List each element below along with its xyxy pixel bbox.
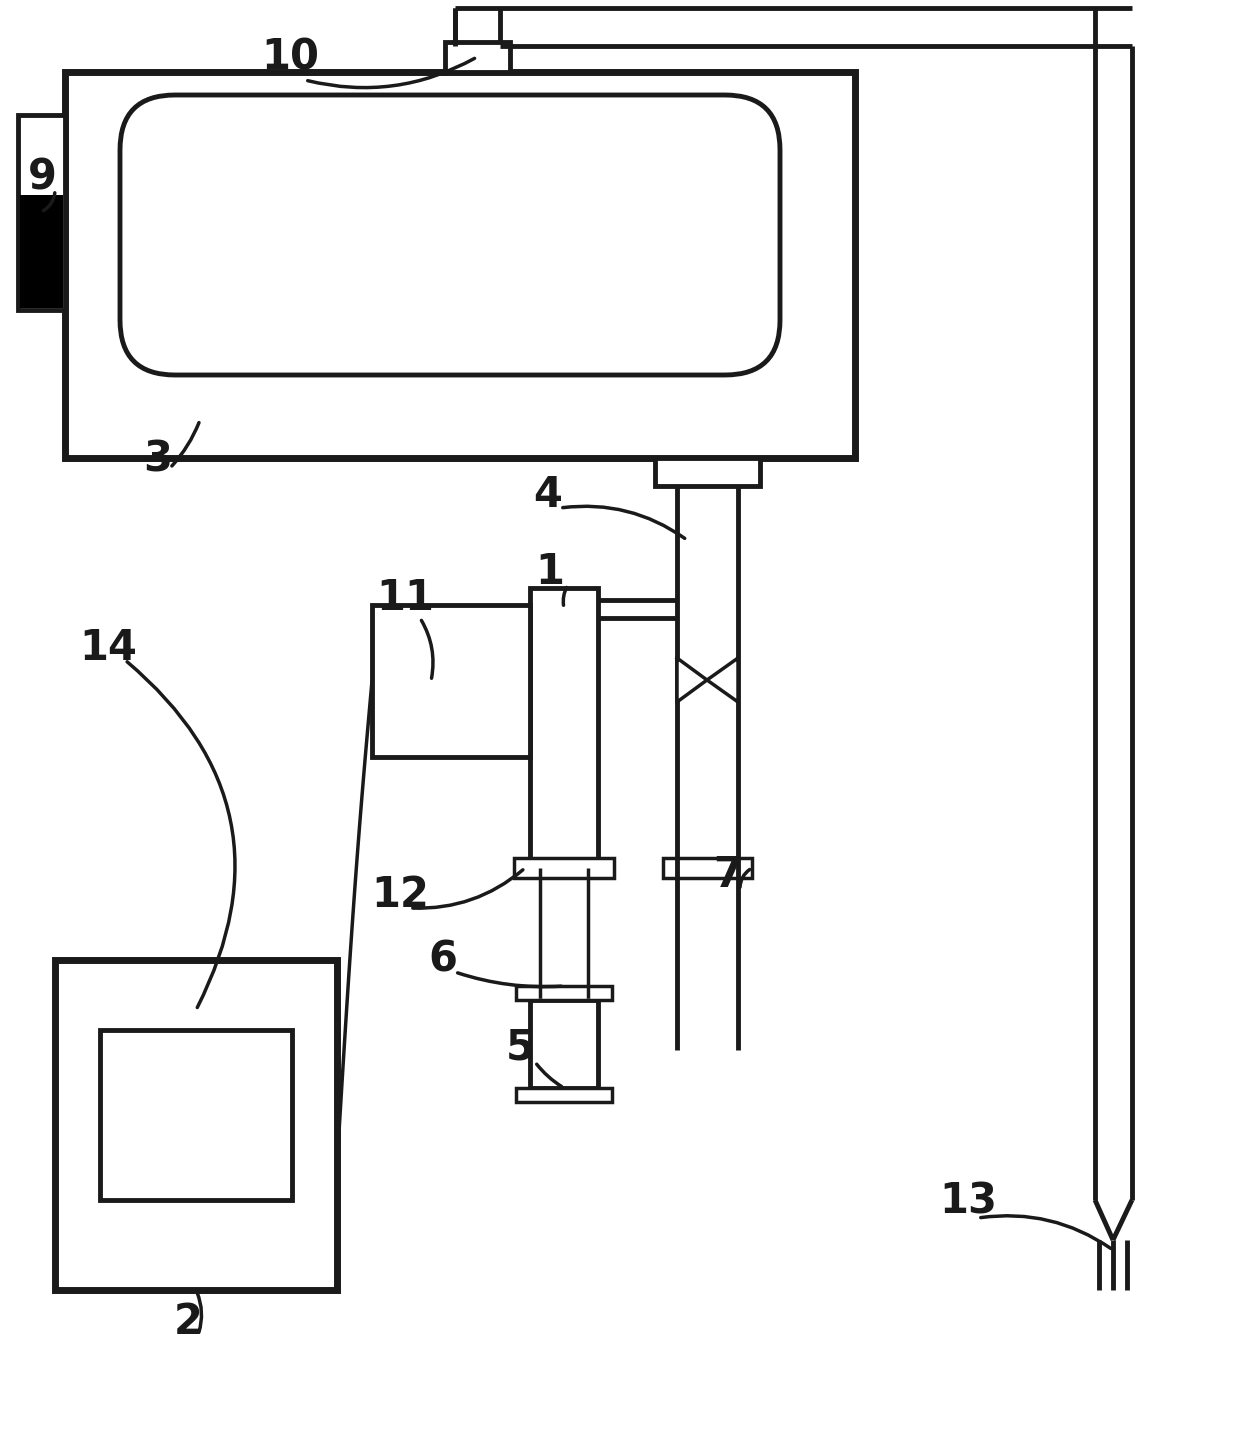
- Text: 7: 7: [713, 854, 743, 896]
- FancyBboxPatch shape: [120, 94, 780, 375]
- Bar: [516, 1088, 613, 1102]
- Text: 2: 2: [174, 1301, 202, 1344]
- Text: 6: 6: [429, 939, 458, 982]
- Text: 13: 13: [939, 1181, 997, 1224]
- Bar: [529, 588, 598, 869]
- Bar: [100, 1030, 291, 1201]
- Text: 4: 4: [533, 474, 563, 517]
- Text: 3: 3: [144, 439, 172, 481]
- Text: 10: 10: [260, 37, 319, 79]
- Bar: [20, 195, 63, 308]
- Polygon shape: [707, 658, 738, 703]
- Bar: [655, 458, 760, 487]
- Text: 12: 12: [371, 874, 429, 916]
- Bar: [55, 960, 337, 1289]
- Bar: [663, 859, 751, 879]
- Text: 5: 5: [506, 1027, 534, 1069]
- Bar: [516, 986, 613, 1000]
- Text: 11: 11: [376, 577, 434, 620]
- Bar: [19, 114, 64, 311]
- Text: 9: 9: [27, 157, 57, 199]
- Bar: [529, 1000, 598, 1088]
- Text: 1: 1: [536, 551, 564, 592]
- Polygon shape: [677, 658, 707, 703]
- Bar: [64, 72, 856, 458]
- Bar: [372, 605, 529, 757]
- Text: 14: 14: [79, 627, 136, 670]
- Bar: [445, 41, 510, 72]
- Bar: [515, 859, 614, 879]
